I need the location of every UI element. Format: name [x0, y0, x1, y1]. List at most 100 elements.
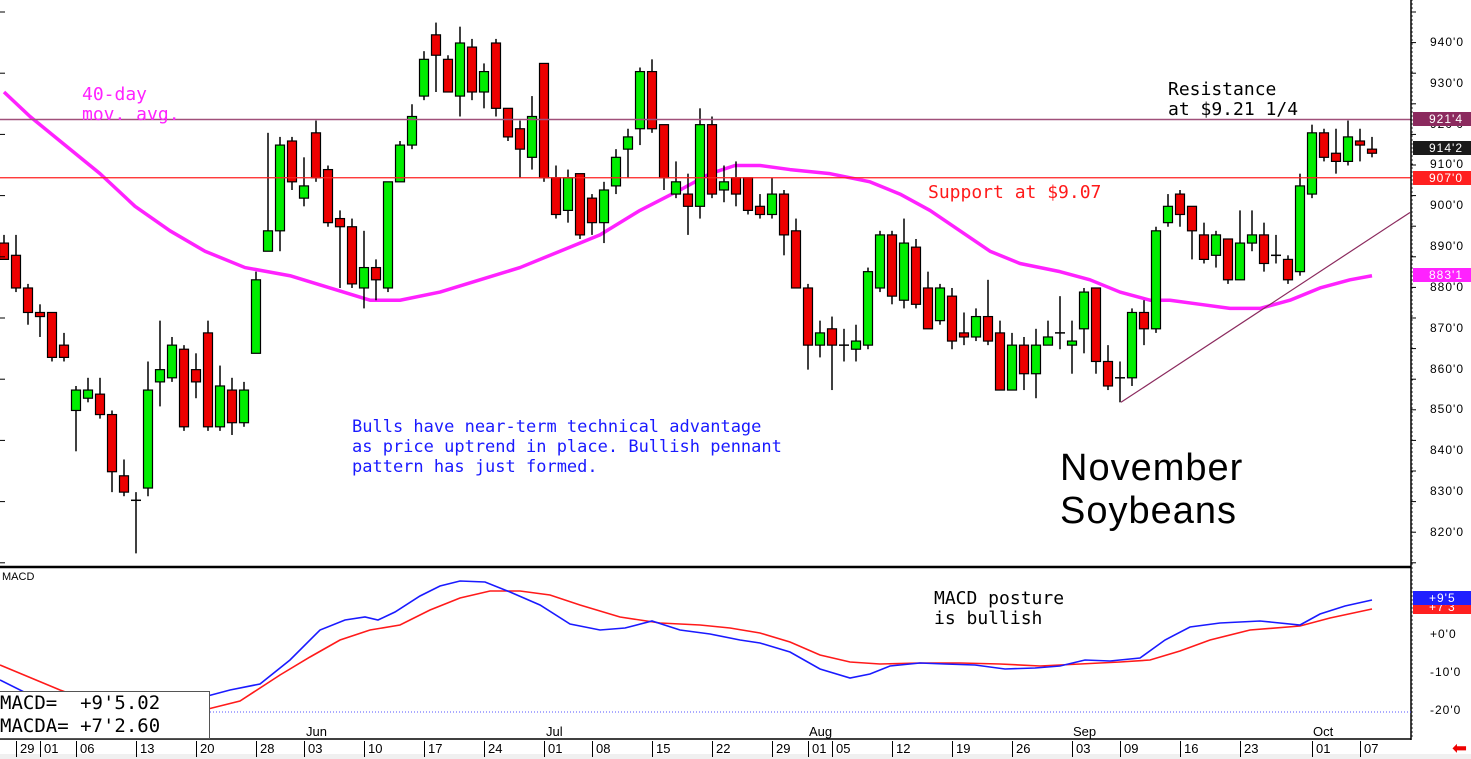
- candle: [370, 259, 382, 301]
- candle: [70, 385, 82, 452]
- candle: [1354, 128, 1366, 162]
- candle: [298, 157, 310, 207]
- candle: [910, 238, 922, 309]
- chart-title: November Soybeans: [1060, 447, 1244, 532]
- price-tick-label: 870'0: [1430, 320, 1464, 335]
- price-tick-label: 850'0: [1430, 402, 1464, 417]
- candle: [154, 320, 166, 407]
- candle: [574, 173, 586, 239]
- candle: [250, 271, 262, 354]
- date-tick-label: 03: [1072, 741, 1090, 757]
- date-tick-label: 29: [772, 741, 790, 757]
- date-tick-label: 12: [892, 741, 910, 757]
- candle: [1330, 128, 1342, 174]
- candle: [598, 181, 610, 244]
- price-tag: 921'4: [1413, 111, 1471, 126]
- date-tick-label: 16: [1180, 741, 1198, 757]
- price-tick-label: 940'0: [1430, 35, 1464, 49]
- date-tick-label: 28: [256, 741, 274, 757]
- candle: [1150, 226, 1162, 333]
- candle: [718, 165, 730, 203]
- candle: [1198, 222, 1210, 264]
- candle: [478, 63, 490, 109]
- candle: [790, 218, 802, 289]
- date-tick-label: 05: [832, 741, 850, 757]
- candle: [850, 324, 862, 362]
- macd-values-box: MACD= +9'5.02 MACDA= +7'2.60: [0, 691, 210, 739]
- candle: [190, 353, 202, 399]
- candle: [754, 194, 766, 219]
- month-label: Sep: [1073, 724, 1097, 739]
- candle: [802, 283, 814, 370]
- candle: [142, 361, 154, 497]
- price-tick-label: 860'0: [1430, 361, 1464, 376]
- candle: [839, 328, 849, 362]
- moving-average-line: [2, 90, 1373, 311]
- candle: [10, 234, 22, 293]
- candle: [682, 173, 694, 235]
- candle: [886, 230, 898, 305]
- candle: [958, 312, 970, 346]
- candle: [442, 55, 454, 93]
- candle: [946, 287, 958, 350]
- candle: [994, 320, 1006, 391]
- candle: [862, 267, 874, 350]
- candle: [826, 316, 838, 391]
- candle: [1366, 136, 1378, 158]
- candle: [226, 377, 238, 435]
- candle: [82, 377, 94, 403]
- macda-value: +7'2.60: [80, 715, 161, 737]
- candle: [1115, 361, 1125, 403]
- candles: [0, 22, 1378, 554]
- candle: [34, 304, 46, 337]
- candle: [214, 365, 226, 431]
- date-tick-label: 13: [136, 741, 154, 757]
- candle: [538, 62, 550, 182]
- date-tick-label: 10: [364, 741, 382, 757]
- candle: [694, 108, 706, 219]
- date-tick-label: 01: [544, 741, 562, 757]
- date-tick-label: 26: [1012, 741, 1030, 757]
- candle: [778, 189, 790, 256]
- candle: [238, 381, 250, 427]
- date-tick-label: 01: [40, 741, 58, 757]
- price-tag: 914'2: [1413, 141, 1471, 156]
- candle: [94, 377, 106, 419]
- macd-comment: MACD posture is bullish: [934, 588, 1065, 629]
- candle: [1294, 173, 1306, 276]
- candle: [1222, 238, 1234, 284]
- month-label: Jun: [306, 724, 327, 739]
- date-tick-label: 07: [1360, 741, 1378, 757]
- candle: [526, 96, 538, 170]
- candle: [1210, 230, 1222, 268]
- candle: [430, 22, 442, 92]
- candle: [1186, 205, 1198, 260]
- candle: [814, 320, 826, 358]
- month-label: Oct: [1313, 724, 1334, 739]
- commentary-text: Bulls have near-term technical advantage…: [352, 417, 782, 477]
- candle: [1258, 222, 1270, 272]
- price-tick-label: 900'0: [1430, 198, 1464, 213]
- candle: [1282, 255, 1294, 284]
- candle: [1126, 308, 1138, 386]
- scroll-left-arrow-icon[interactable]: ⬅: [1452, 738, 1468, 758]
- date-tick-label: 17: [424, 741, 442, 757]
- candle: [406, 104, 418, 150]
- price-tick-label: 890'0: [1430, 239, 1464, 254]
- candle: [466, 38, 478, 101]
- candle: [1042, 320, 1054, 346]
- candle: [322, 165, 334, 227]
- candle: [706, 116, 718, 199]
- moving-average-label: 40-day mov. avg.: [82, 84, 180, 125]
- candle: [1066, 320, 1078, 374]
- candle: [358, 230, 370, 309]
- candle: [1271, 234, 1281, 264]
- candle: [334, 210, 346, 288]
- candle: [514, 120, 526, 178]
- macd-value-row: MACD= +9'5.02: [0, 692, 161, 714]
- candle: [202, 320, 214, 431]
- candle: [1318, 128, 1330, 162]
- resistance-label: Resistance at $9.21 1/4: [1168, 79, 1299, 120]
- macd-tag: +9'5: [1413, 591, 1471, 605]
